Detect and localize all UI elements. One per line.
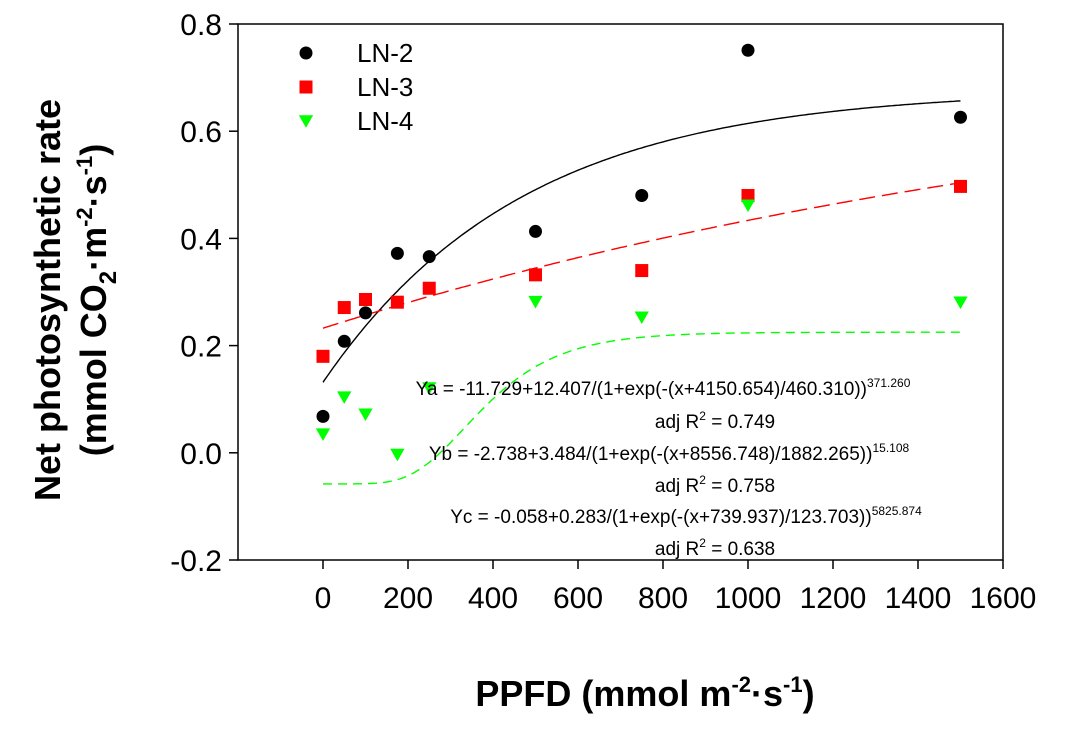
- data-point-ln-4: [390, 448, 405, 462]
- fit-curve-ln-4: [323, 331, 961, 485]
- data-point-ln-4: [634, 311, 649, 324]
- equation-line: adj R2 = 0.638: [655, 536, 775, 560]
- data-point-ln-4: [528, 295, 543, 309]
- x-axis-title: PPFD (mmol m-2·s-1): [475, 672, 814, 714]
- data-point-ln-3: [422, 281, 436, 295]
- y-axis: -0.2 0.0 0.2 0.4 0.6 0.8: [170, 9, 238, 578]
- x-tick-label: 1200: [800, 582, 867, 615]
- data-point-ln-2: [390, 246, 404, 260]
- data-point-ln-2: [529, 224, 542, 238]
- legend-label-ln-4: LN-4: [357, 106, 413, 136]
- y-tick-label: 0.8: [180, 9, 222, 42]
- legend-label-ln-2: LN-2: [357, 38, 413, 68]
- y-axis-title-line2: (mmol CO2·m-2·s-1): [72, 144, 122, 457]
- legend-label-ln-3: LN-3: [357, 72, 413, 102]
- fit-curve-ln-3: [322, 182, 961, 329]
- x-tick-label: 400: [468, 582, 518, 615]
- y-tick-label: -0.2: [170, 545, 222, 578]
- x-axis: 0 200 400 600 800 1000 1200 1400 1600: [315, 560, 1037, 615]
- equation-line: Yc = -0.058+0.283/(1+exp(-(x+739.937)/12…: [450, 504, 922, 528]
- y-tick-label: 0.0: [180, 438, 222, 471]
- data-point-ln-3: [529, 268, 542, 282]
- data-point-ln-2: [741, 43, 755, 57]
- data-point-ln-2: [359, 306, 372, 320]
- data-point-ln-3: [741, 189, 755, 203]
- legend: LN-2 LN-3 LN-4: [298, 38, 413, 136]
- data-point-ln-4: [358, 408, 373, 422]
- data-point-ln-4: [337, 391, 352, 404]
- x-tick-label: 1400: [885, 582, 952, 615]
- y-tick-label: 0.6: [180, 116, 222, 149]
- data-point-ln-4: [953, 296, 968, 309]
- data-point-ln-2: [422, 250, 436, 264]
- data-point-ln-4: [740, 199, 756, 212]
- legend-marker-ln-3: [299, 80, 313, 94]
- data-points: [315, 43, 968, 462]
- legend-marker-ln-4: [298, 115, 314, 128]
- data-point-ln-3: [359, 293, 372, 307]
- data-point-ln-3: [316, 349, 330, 363]
- y-tick-label: 0.4: [180, 223, 222, 256]
- data-point-ln-2: [954, 110, 967, 124]
- data-point-ln-4: [315, 428, 331, 441]
- data-point-ln-3: [337, 301, 351, 315]
- y-tick-label: 0.2: [180, 331, 222, 364]
- equation-annotations: Ya = -11.729+12.407/(1+exp(-(x+4150.654)…: [416, 376, 922, 560]
- data-point-ln-3: [635, 264, 649, 278]
- data-point-ln-2: [635, 189, 649, 203]
- legend-marker-ln-2: [299, 46, 313, 60]
- x-tick-label: 800: [638, 582, 688, 615]
- equation-line: adj R2 = 0.758: [655, 473, 775, 497]
- data-point-ln-4: [422, 382, 437, 395]
- data-point-ln-2: [316, 409, 330, 423]
- data-point-ln-3: [954, 179, 967, 193]
- plot-area: [237, 23, 1004, 561]
- x-tick-label: 0: [315, 582, 332, 615]
- x-tick-label: 1600: [970, 582, 1037, 615]
- data-point-ln-3: [390, 295, 404, 309]
- y-axis-title-line1: Net photosynthetic rate: [27, 99, 68, 501]
- x-tick-label: 200: [383, 582, 433, 615]
- equation-line: Ya = -11.729+12.407/(1+exp(-(x+4150.654)…: [416, 376, 911, 400]
- x-tick-label: 600: [553, 582, 603, 615]
- data-point-ln-2: [337, 334, 351, 348]
- equation-line: adj R2 = 0.749: [655, 409, 775, 433]
- y-axis-title: Net photosynthetic rate (mmol CO2·m-2·s-…: [27, 99, 122, 501]
- x-tick-label: 1000: [715, 582, 782, 615]
- equation-line: Yb = -2.738+3.484/(1+exp(-(x+8556.748)/1…: [429, 441, 910, 465]
